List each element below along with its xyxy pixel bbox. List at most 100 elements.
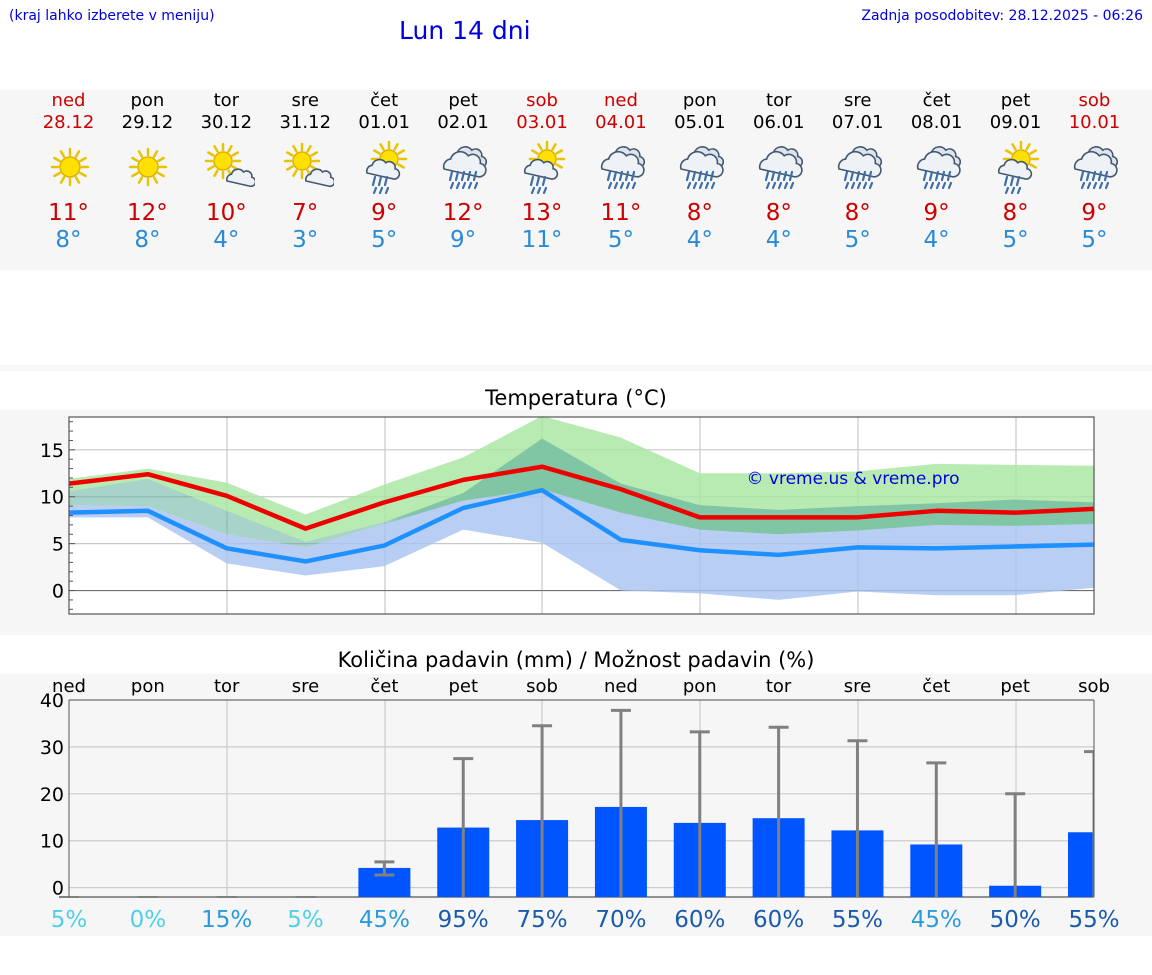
min-temp-line bbox=[68, 487, 1095, 564]
temp-min: 4° bbox=[923, 227, 950, 253]
x-tick-label: tor bbox=[214, 676, 240, 697]
temp-min: 8° bbox=[55, 227, 82, 253]
day-name: sre bbox=[291, 90, 319, 111]
divider bbox=[0, 365, 1152, 371]
temp-min: 5° bbox=[371, 227, 398, 253]
temp-min: 8° bbox=[134, 227, 161, 253]
precip-bar bbox=[1068, 832, 1094, 897]
precip-probability: 60% bbox=[753, 907, 804, 933]
temp-min: 5° bbox=[844, 227, 871, 253]
precip-probability: 70% bbox=[595, 907, 646, 933]
precip-probability: 95% bbox=[438, 907, 489, 933]
y-tick-label: 0 bbox=[52, 878, 64, 900]
day-date: 07.01 bbox=[831, 112, 884, 133]
precip-probability: 60% bbox=[674, 907, 725, 933]
x-tick-label: sre bbox=[292, 676, 319, 697]
sun-cloud-rain-icon bbox=[997, 140, 1039, 195]
sun-cloud-icon bbox=[205, 142, 256, 188]
day-name: tor bbox=[766, 90, 792, 111]
x-tick-label: sre bbox=[844, 676, 871, 697]
x-tick-label: tor bbox=[766, 676, 792, 697]
y-tick-label: 0 bbox=[52, 581, 64, 603]
temperature-chart-title: Temperatura (°C) bbox=[485, 386, 667, 410]
day-name: čet bbox=[922, 90, 951, 111]
watermark: © vreme.us & vreme.pro bbox=[746, 469, 959, 489]
y-tick-label: 30 bbox=[40, 737, 64, 759]
temp-min: 5° bbox=[1081, 227, 1108, 253]
day-name: sre bbox=[843, 90, 872, 111]
day-date: 08.01 bbox=[910, 112, 963, 133]
y-tick-label: 40 bbox=[40, 690, 64, 712]
x-tick-label: čet bbox=[922, 676, 950, 697]
precip-probability: 5% bbox=[51, 907, 88, 933]
temp-max: 9° bbox=[371, 200, 398, 226]
sun-cloud-rain-icon bbox=[366, 140, 408, 195]
day-name: sob bbox=[1078, 90, 1111, 111]
x-tick-label: ned bbox=[52, 676, 86, 697]
day-date: 28.12 bbox=[42, 112, 95, 133]
sun-icon bbox=[129, 147, 168, 187]
x-tick-label: sob bbox=[526, 676, 558, 697]
x-tick-label: čet bbox=[370, 676, 398, 697]
day-name: pet bbox=[1000, 90, 1031, 111]
day-date: 06.01 bbox=[753, 112, 805, 133]
temp-min: 3° bbox=[292, 227, 319, 253]
day-date: 01.01 bbox=[358, 112, 410, 133]
temp-min: 9° bbox=[450, 227, 477, 253]
temp-min: 4° bbox=[765, 227, 792, 253]
temp-max: 13° bbox=[521, 200, 563, 226]
temp-max: 8° bbox=[686, 200, 713, 226]
temp-max: 12° bbox=[442, 200, 484, 226]
day-name: ned bbox=[51, 90, 86, 111]
precip-probability: 45% bbox=[911, 907, 962, 933]
day-date: 29.12 bbox=[121, 112, 174, 133]
max-temp-line bbox=[68, 464, 1095, 531]
location-hint: (kraj lahko izberete v meniju) bbox=[9, 8, 215, 24]
temp-max: 8° bbox=[765, 200, 792, 226]
day-date: 09.01 bbox=[989, 112, 1042, 133]
temp-min: 11° bbox=[521, 227, 563, 253]
y-tick-label: 15 bbox=[40, 440, 64, 462]
temp-max: 11° bbox=[600, 200, 642, 226]
sun-icon bbox=[50, 147, 89, 187]
y-tick-label: 10 bbox=[40, 487, 64, 509]
temp-max: 8° bbox=[1002, 200, 1029, 226]
day-date: 30.12 bbox=[200, 112, 253, 133]
rain-cloud-icon bbox=[442, 146, 488, 190]
y-tick-label: 20 bbox=[40, 784, 64, 806]
rain-cloud-icon bbox=[837, 146, 882, 190]
y-tick-label: 10 bbox=[40, 831, 64, 853]
page-title: Lun 14 dni bbox=[399, 16, 531, 45]
day-name: pon bbox=[130, 90, 165, 111]
day-date: 10.01 bbox=[1068, 112, 1121, 133]
precip-probability: 55% bbox=[832, 907, 883, 933]
x-tick-label: sob bbox=[1078, 676, 1110, 697]
temp-min: 4° bbox=[686, 227, 713, 253]
rain-cloud-icon bbox=[1074, 146, 1119, 190]
forecast-strip: ned 28.12 11° 8° pon 29.12 12° 8° tor 30.12 10° 4° s… bbox=[0, 90, 1152, 270]
temperature-plot-border bbox=[68, 416, 1095, 615]
day-name: pon bbox=[682, 90, 717, 111]
rain-cloud-icon bbox=[679, 146, 724, 190]
precip-probability: 0% bbox=[130, 907, 167, 933]
precip-probability: 75% bbox=[517, 907, 568, 933]
x-tick-label: pet bbox=[448, 676, 478, 697]
day-date: 03.01 bbox=[516, 112, 568, 133]
day-name: čet bbox=[370, 90, 399, 111]
precip-probability: 45% bbox=[359, 907, 410, 933]
temp-max: 12° bbox=[127, 200, 168, 226]
sun-cloud-icon bbox=[284, 142, 335, 188]
day-name: ned bbox=[603, 90, 638, 111]
sun-cloud-rain-icon bbox=[523, 140, 566, 195]
x-tick-label: ned bbox=[604, 676, 638, 697]
precip-probability: 50% bbox=[990, 907, 1041, 933]
temp-max: 8° bbox=[844, 200, 871, 226]
x-tick-label: pet bbox=[1000, 676, 1030, 697]
rain-cloud-icon bbox=[600, 146, 646, 190]
temp-min: 5° bbox=[1002, 227, 1029, 253]
temp-min: 5° bbox=[607, 227, 634, 253]
day-name: tor bbox=[213, 90, 240, 111]
rain-cloud-icon bbox=[758, 146, 803, 190]
